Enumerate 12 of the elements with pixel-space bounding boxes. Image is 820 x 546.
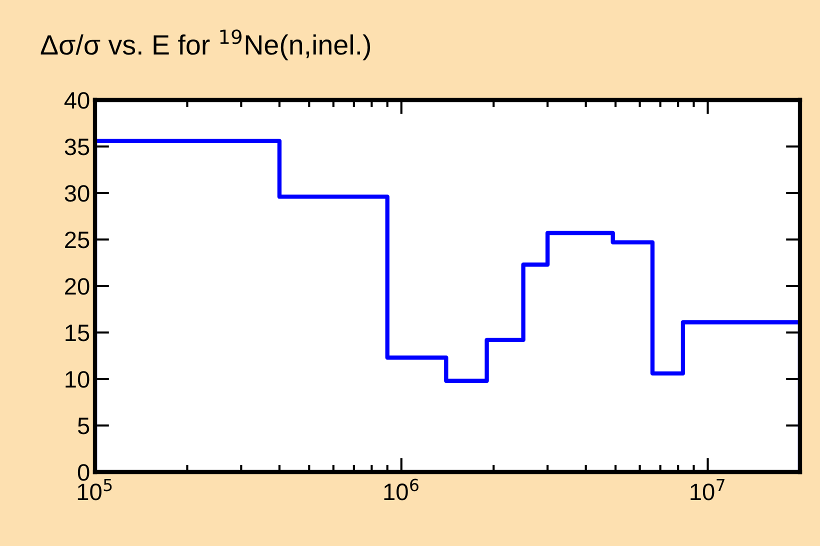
y-tick-label: 40	[64, 92, 90, 109]
y-tick-label: 25	[65, 232, 90, 248]
y-tick-label: 15	[66, 324, 90, 342]
y-tick-label: 5	[78, 418, 90, 434]
y-tick-label: 20	[65, 278, 90, 295]
y-tick-label: 35	[64, 138, 90, 156]
y-tick-label: 10	[66, 371, 90, 388]
x-tick-label: 10$^{7}$	[690, 478, 724, 500]
x-tick-label: 10$^{6}$	[384, 478, 418, 500]
y-tick-label: 30	[64, 185, 90, 202]
y-tick-label: 0	[78, 464, 90, 481]
chart-title: Δσ/σ vs. E for $^{19}$Ne(n,inel.)	[40, 29, 370, 60]
